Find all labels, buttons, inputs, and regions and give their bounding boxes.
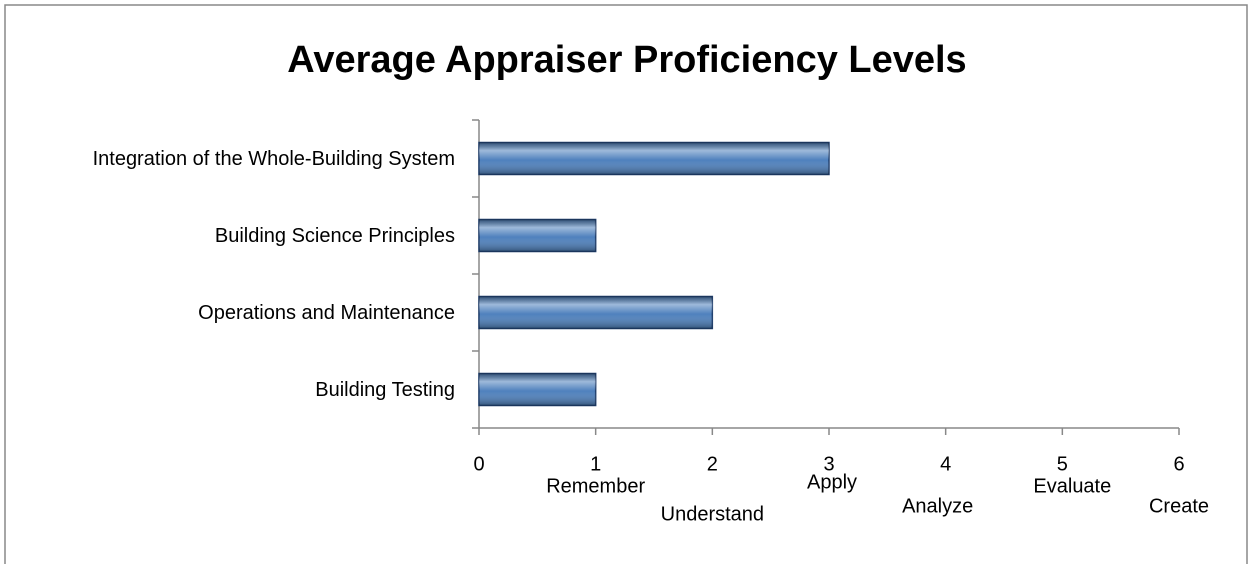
y-tick-label: Operations and Maintenance bbox=[198, 301, 455, 324]
category-label-box: Building Testing bbox=[315, 351, 455, 428]
bar-gloss bbox=[479, 219, 596, 252]
category-label-box: Building Science Principles bbox=[215, 197, 455, 274]
bar-gloss bbox=[479, 296, 713, 329]
level-label: Analyze bbox=[902, 495, 973, 517]
x-tick-label: 0 bbox=[473, 453, 484, 475]
category-label-box: Operations and Maintenance bbox=[198, 274, 455, 351]
x-tick-label: 1 bbox=[590, 453, 601, 475]
x-tick-label: 5 bbox=[1057, 453, 1068, 475]
x-tick-label: 6 bbox=[1173, 453, 1184, 475]
y-tick-label: Building Science Principles bbox=[214, 224, 455, 247]
x-tick-label: 2 bbox=[707, 453, 718, 475]
category-label-box: Integration of the Whole-Building System bbox=[93, 120, 455, 197]
level-label: Understand bbox=[661, 503, 764, 525]
level-label: Create bbox=[1149, 495, 1209, 517]
bar-gloss bbox=[479, 373, 596, 406]
chart-title: Average Appraiser Proficiency Levels bbox=[287, 39, 966, 81]
y-tick-label: Building Testing bbox=[315, 378, 455, 401]
x-tick-label: 3 bbox=[823, 453, 834, 475]
bar-gloss bbox=[479, 142, 829, 175]
level-label: Apply bbox=[807, 471, 857, 493]
x-tick-label: 4 bbox=[940, 453, 951, 475]
level-label: Remember bbox=[546, 475, 645, 497]
level-label: Evaluate bbox=[1033, 475, 1111, 497]
chart-border bbox=[4, 4, 1248, 564]
y-tick-label: Integration of the Whole-Building System bbox=[92, 147, 455, 170]
